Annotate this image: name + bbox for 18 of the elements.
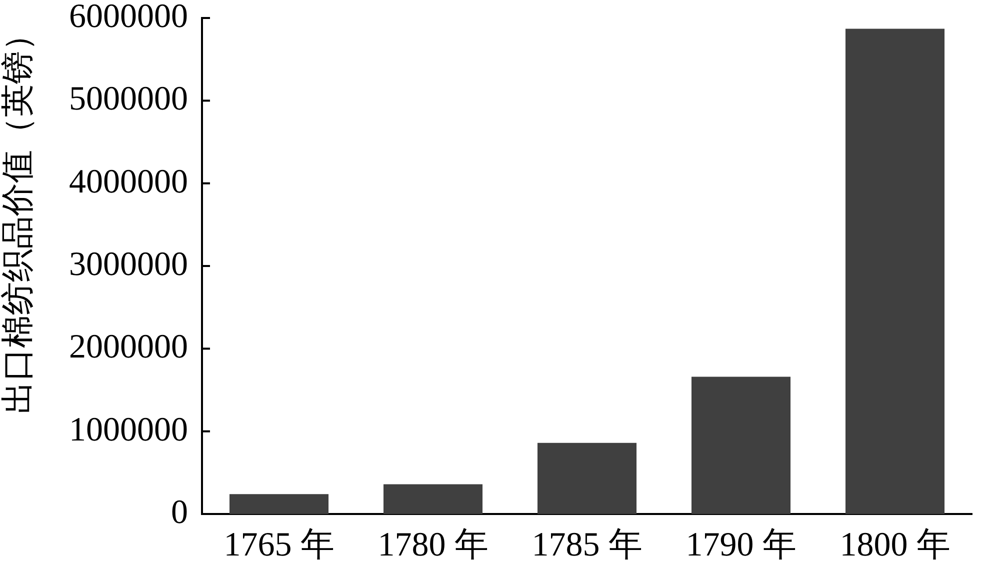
bar [845, 28, 945, 514]
x-tick-label: 1790 年 [686, 526, 796, 564]
y-tick-label: 2000000 [69, 328, 188, 366]
y-tick-label: 3000000 [69, 246, 188, 283]
y-tick-label: 4000000 [69, 163, 188, 200]
x-tick-label: 1765 年 [224, 526, 334, 564]
x-tick-label: 1800 年 [840, 526, 950, 564]
y-tick-label: 5000000 [69, 80, 188, 118]
bar [229, 494, 329, 514]
bar [691, 376, 791, 514]
y-tick-label: 1000000 [69, 411, 188, 448]
y-axis-title: 出口棉纺织品价值（英镑） [0, 18, 36, 414]
bar [383, 484, 483, 514]
y-tick-label: 6000000 [69, 0, 188, 35]
y-tick-label: 0 [171, 494, 188, 531]
x-tick-label: 1780 年 [378, 526, 488, 564]
x-tick-label: 1785 年 [532, 526, 642, 564]
bar [537, 442, 637, 514]
